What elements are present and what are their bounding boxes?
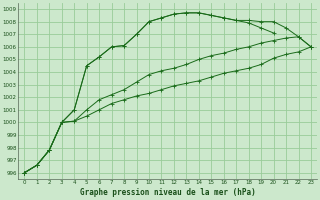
- X-axis label: Graphe pression niveau de la mer (hPa): Graphe pression niveau de la mer (hPa): [80, 188, 256, 197]
